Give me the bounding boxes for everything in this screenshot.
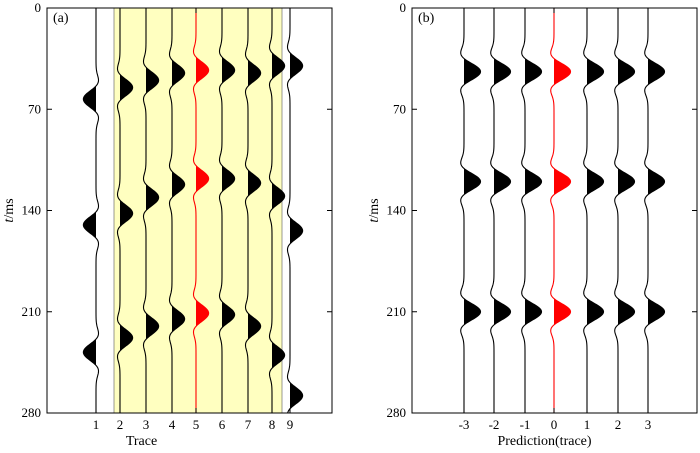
trace-0-event-1	[554, 51, 571, 92]
x-tick-label-7: 7	[245, 417, 252, 432]
y-axis-label: t/ms	[2, 198, 17, 222]
trace--2-event-3	[494, 291, 511, 332]
y-axis-label: t/ms	[367, 198, 382, 222]
trace-2-event-1	[120, 67, 133, 108]
trace-6-event-2	[222, 158, 235, 199]
trace-8-event-2	[272, 175, 285, 217]
trace-9-event-2	[290, 210, 303, 251]
trace-9-event-3	[290, 375, 303, 416]
trace-2-event-2	[120, 193, 133, 234]
x-tick-label-1: 1	[584, 417, 591, 432]
trace-8-event-1	[272, 45, 285, 87]
y-axis-label-unit: /ms	[367, 198, 382, 218]
trace-7-event-3	[248, 305, 261, 347]
x-tick-label-6: 6	[219, 417, 226, 432]
trace-8-event-3	[272, 334, 285, 376]
trace-1-event-3	[587, 291, 604, 332]
x-tick-label-2: 2	[117, 417, 124, 432]
y-tick-label-70: 70	[28, 101, 41, 116]
trace-2-event-1	[618, 51, 635, 92]
x-tick-label-0: 0	[551, 417, 558, 432]
x-tick-label-8: 8	[269, 417, 276, 432]
trace-2-event-3	[120, 317, 133, 359]
x-tick-label--3: -3	[459, 417, 470, 432]
y-tick-label-140: 140	[22, 203, 42, 218]
trace--3-event-2	[464, 161, 481, 202]
trace--3-event-3	[464, 291, 481, 332]
x-tick-label-2: 2	[615, 417, 622, 432]
panel-tag: (a)	[53, 11, 69, 26]
trace-3-event-2	[648, 161, 665, 202]
trace-7-event-1	[248, 52, 261, 94]
y-axis-label-unit: /ms	[2, 198, 17, 218]
x-axis-label: Prediction(trace)	[497, 434, 591, 449]
trace-4-event-2	[172, 164, 185, 205]
x-tick-label-5: 5	[193, 417, 200, 432]
y-tick-label-280: 280	[387, 405, 407, 420]
panel-b: 0 70 140 210 280 -3 -2 -1 0 1 2 3 Prediction(trace) t…	[367, 0, 698, 449]
trace-1-event-1	[83, 78, 96, 120]
y-tick-label-140: 140	[387, 203, 407, 218]
trace-2-event-2	[618, 161, 635, 202]
trace--1-event-2	[525, 161, 542, 202]
trace-3-event-3	[648, 291, 665, 332]
y-tick-label-0: 0	[35, 0, 42, 15]
trace-1-event-2	[83, 204, 96, 246]
trace--1-event-3	[525, 291, 542, 332]
x-tick-label-9: 9	[287, 417, 294, 432]
trace-3-event-2	[146, 177, 159, 218]
y-axis-label-italic: t	[2, 218, 17, 223]
trace--3-event-1	[464, 51, 481, 92]
trace-1-event-3	[83, 332, 96, 373]
x-tick-label--2: -2	[489, 417, 500, 432]
trace-1-event-2	[587, 161, 604, 202]
trace-6-event-3	[222, 294, 235, 335]
x-tick-label--1: -1	[520, 417, 531, 432]
trace-9-line	[286, 8, 304, 414]
trace-5-event-3	[196, 292, 209, 334]
y-axis-label-italic: t	[367, 218, 382, 223]
y-tick-label-280: 280	[22, 405, 42, 420]
trace-5-event-2	[196, 158, 209, 199]
trace-0-event-3	[554, 291, 571, 332]
y-tick-label-210: 210	[22, 304, 42, 319]
trace-7-event-2	[248, 162, 261, 204]
trace-0-event-2	[554, 161, 571, 202]
trace-1-event-1	[587, 51, 604, 92]
x-tick-label-1: 1	[93, 417, 100, 432]
trace-6-event-1	[222, 49, 235, 91]
x-tick-label-4: 4	[169, 417, 176, 432]
trace-4-event-1	[172, 52, 185, 94]
panel-tag: (b)	[418, 11, 435, 26]
trace-9-event-1	[290, 45, 303, 87]
x-tick-label-3: 3	[143, 417, 150, 432]
trace-5-event-1	[196, 49, 209, 91]
trace-3-event-3	[146, 305, 159, 347]
y-tick-label-0: 0	[400, 0, 407, 15]
x-axis-label: Trace	[126, 434, 157, 449]
trace--2-event-2	[494, 161, 511, 202]
trace-3-event-1	[146, 60, 159, 101]
trace--2-event-1	[494, 51, 511, 92]
y-tick-label-210: 210	[387, 304, 407, 319]
panel-a: 0 70 140 210 280 1 2 3 4 5 6 7 8 9 Trace t/ms (a)	[2, 0, 333, 449]
trace-4-event-3	[172, 298, 185, 340]
trace--1-event-1	[525, 51, 542, 92]
y-tick-label-70: 70	[393, 101, 406, 116]
trace-3-event-1	[648, 51, 665, 92]
trace-2-event-3	[618, 291, 635, 332]
x-tick-label-3: 3	[645, 417, 652, 432]
